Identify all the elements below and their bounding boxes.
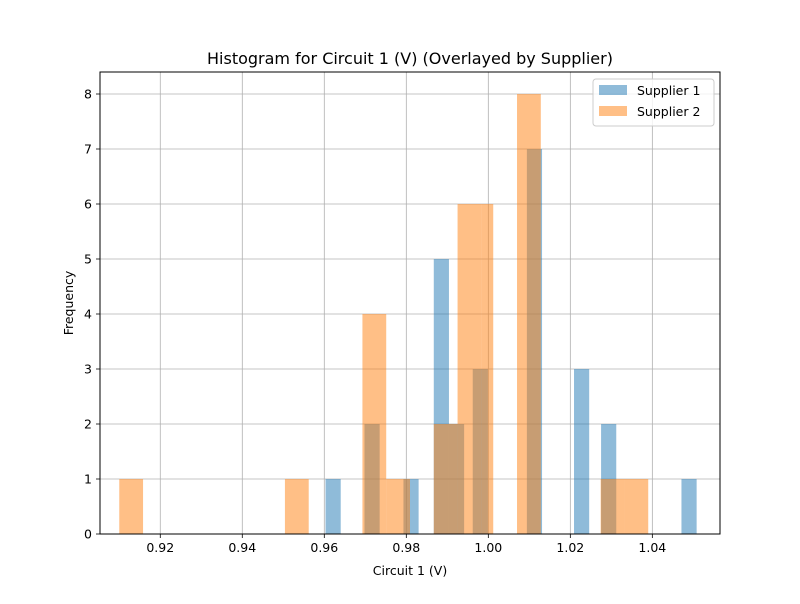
- histogram-bar-supplier-2: [433, 424, 458, 534]
- histogram-bar-supplier-2: [600, 479, 625, 534]
- legend-swatch-supplier-1: [599, 85, 627, 95]
- x-tick-label: 1.02: [556, 540, 584, 555]
- y-axis-label: Frequency: [61, 270, 76, 335]
- x-tick-label: 1.00: [474, 540, 502, 555]
- histogram-bar-supplier-2: [119, 479, 144, 534]
- histogram-bar-supplier-2: [386, 479, 410, 534]
- x-axis-label: Circuit 1 (V): [373, 563, 447, 578]
- plot-frame: [99, 71, 721, 535]
- y-tick-label: 5: [84, 252, 92, 267]
- y-tick-label: 2: [84, 417, 92, 432]
- y-tick-label: 7: [84, 142, 92, 157]
- y-tick-label: 4: [84, 307, 92, 322]
- y-tick-label: 0: [84, 527, 92, 542]
- histogram-bar-supplier-1: [325, 479, 341, 534]
- x-tick-label: 0.96: [310, 540, 338, 555]
- y-tick-label: 1: [84, 472, 92, 487]
- legend-label-supplier-2: Supplier 2: [637, 104, 700, 119]
- chart-title: Histogram for Circuit 1 (V) (Overlayed b…: [207, 49, 613, 68]
- histogram-bar-supplier-2: [624, 479, 649, 534]
- x-tick-label: 0.92: [146, 540, 174, 555]
- legend-swatch-supplier-2: [599, 106, 627, 116]
- y-tick-label: 8: [84, 87, 92, 102]
- bars: [119, 94, 697, 534]
- x-tick-label: 1.04: [638, 540, 666, 555]
- legend-label-supplier-1: Supplier 1: [637, 83, 700, 98]
- legend: Supplier 1 Supplier 2: [592, 78, 715, 127]
- axis-ticks: 0.92 0.94 0.96 0.98 1.00 1.02 1.04 0 1 2 3 4 5 6 7 8: [84, 87, 666, 556]
- y-tick-label: 6: [84, 197, 92, 212]
- histogram-bar-supplier-1: [681, 479, 697, 534]
- histogram-bar-supplier-1: [574, 369, 590, 534]
- histogram-bar-supplier-2: [481, 204, 494, 534]
- x-tick-label: 0.94: [228, 540, 256, 555]
- histogram-bar-supplier-2: [517, 94, 541, 534]
- histogram-bar-supplier-2: [362, 314, 387, 534]
- x-tick-label: 0.98: [392, 540, 420, 555]
- histogram-bar-supplier-2: [457, 204, 482, 534]
- histogram-bar-supplier-2: [284, 479, 309, 534]
- y-tick-label: 3: [84, 362, 92, 377]
